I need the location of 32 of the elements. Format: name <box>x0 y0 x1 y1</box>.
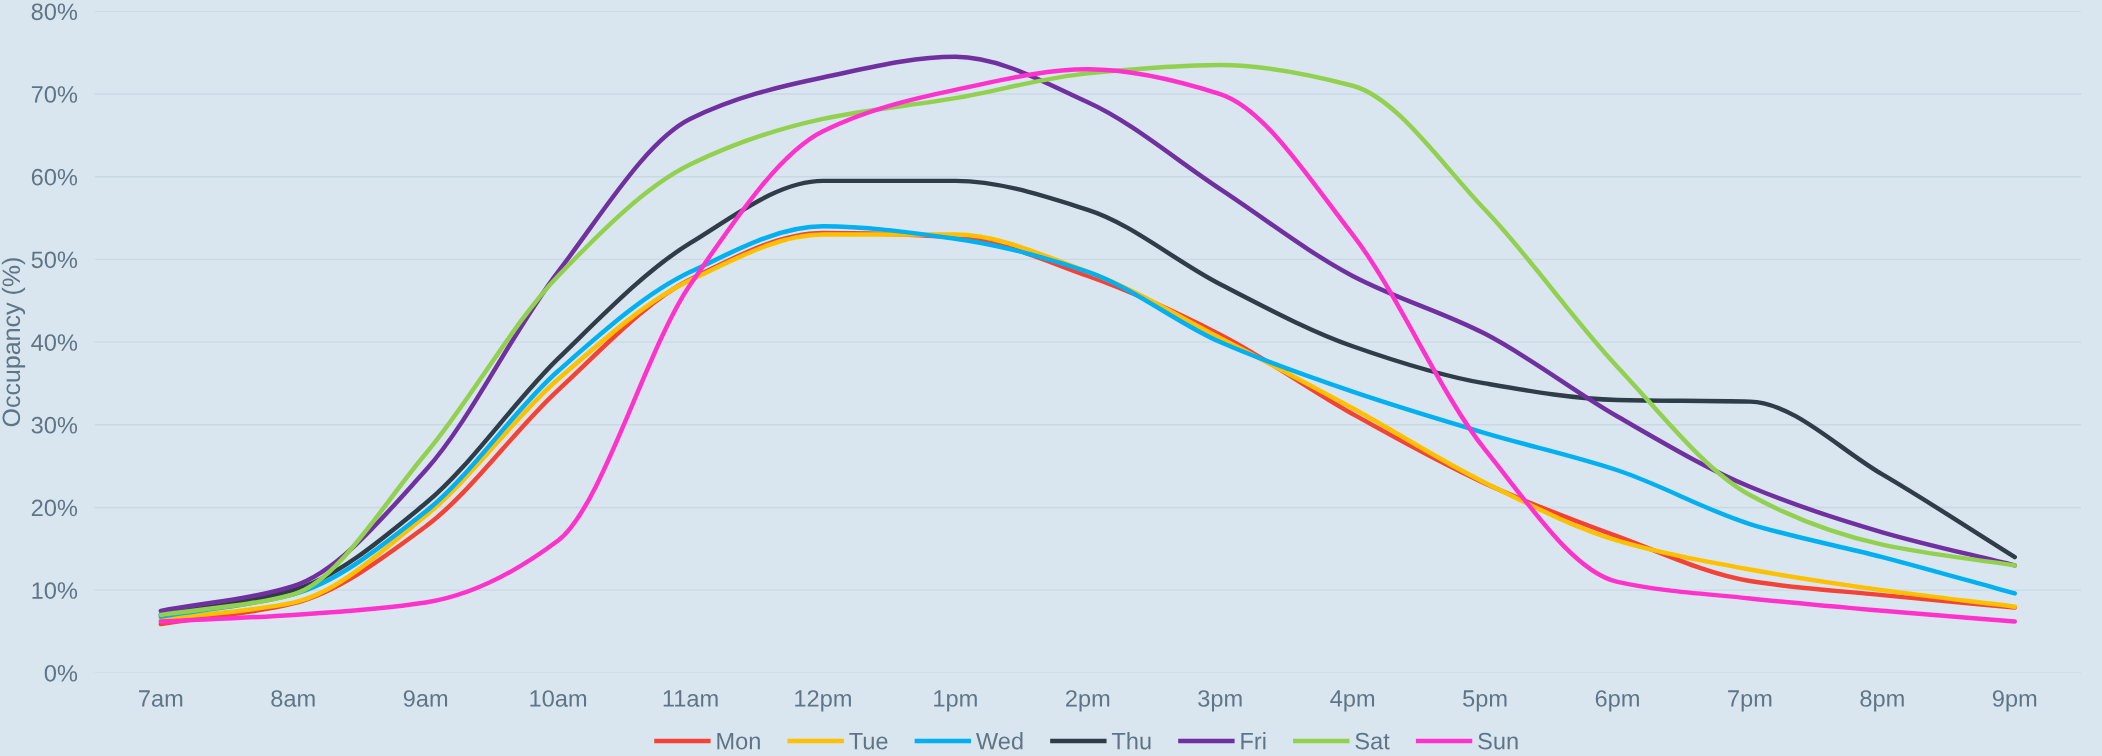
x-tick-label: 2pm <box>1066 690 1110 712</box>
legend-label: Fri <box>1241 732 1266 750</box>
x-tick-label: 5pm <box>1463 690 1507 712</box>
x-tick-label: 7am <box>139 690 183 707</box>
y-tick-label: 40% <box>31 334 78 351</box>
x-tick-label: 11am <box>663 690 718 707</box>
x-tick-label: 4pm <box>1330 690 1375 712</box>
y-tick-label: 10% <box>32 582 78 599</box>
x-tick-label: 9am <box>403 690 448 707</box>
x-tick-label: 12pm <box>795 690 851 712</box>
x-tick-label: 1pm <box>934 690 977 712</box>
x-tick-label: 8pm <box>1860 690 1904 712</box>
x-tick-label: 3pm <box>1198 690 1242 712</box>
y-tick-label: 60% <box>31 168 78 186</box>
legend-label: Mon <box>717 732 760 750</box>
legend-label: Sat <box>1355 732 1390 750</box>
x-tick-label: 6pm <box>1595 690 1639 712</box>
legend-label: Wed <box>976 732 1023 750</box>
x-tick-label: 9pm <box>1992 690 2037 712</box>
y-tick-label: 50% <box>31 251 78 269</box>
x-tick-label: 7pm <box>1728 690 1772 712</box>
y-axis-title: Occupancy (%) <box>1 258 26 427</box>
y-tick-label: 70% <box>31 86 78 103</box>
legend-label: Thu <box>1111 732 1151 750</box>
y-tick-label: 80% <box>31 3 78 21</box>
legend-label: Tue <box>849 732 888 750</box>
x-tick-label: 10am <box>530 690 587 707</box>
x-tick-label: 8am <box>271 690 315 707</box>
y-tick-label: 0% <box>44 664 78 682</box>
y-tick-label: 20% <box>31 499 78 517</box>
y-tick-label: 30% <box>31 416 78 434</box>
legend-label: Sun <box>1478 732 1518 750</box>
